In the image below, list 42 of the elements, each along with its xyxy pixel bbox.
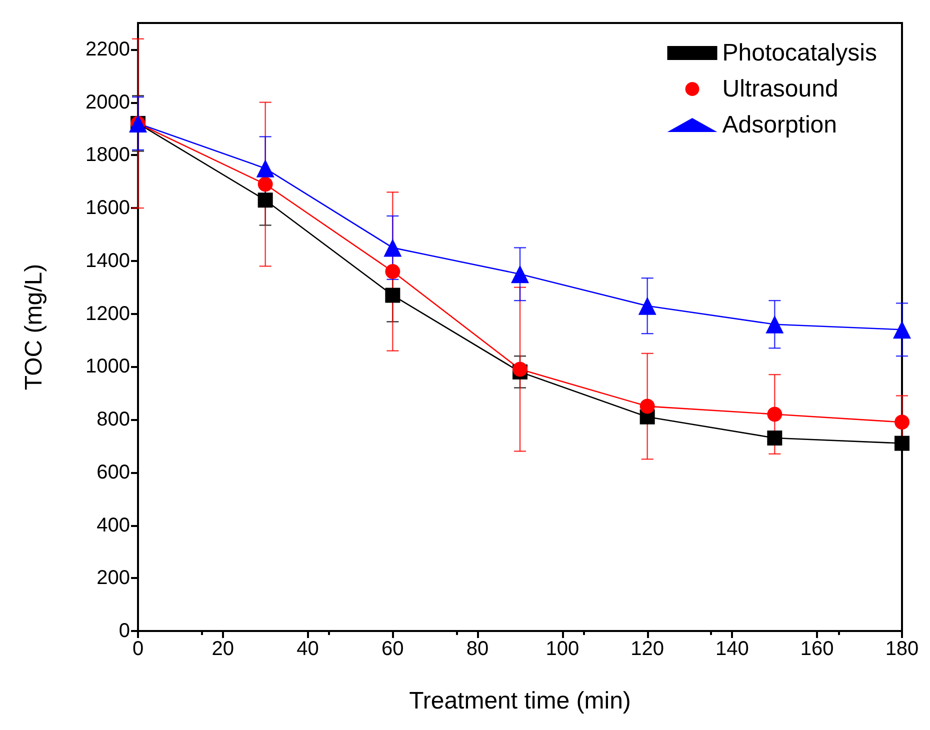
y-tick-label: 1200	[86, 302, 130, 325]
point	[258, 176, 273, 192]
x-tick-label: 120	[630, 638, 664, 660]
point	[511, 265, 529, 284]
y-tick-label: 200	[96, 567, 130, 590]
y-tick-label: 0	[118, 620, 130, 642]
y-tick-label: 1400	[86, 250, 130, 272]
y-tick-label: 2200	[86, 38, 130, 60]
legend-label: Adsorption	[722, 112, 838, 138]
point	[638, 296, 656, 315]
point	[767, 406, 782, 422]
y-tick-label: 1800	[86, 144, 130, 166]
point	[385, 288, 400, 303]
point	[894, 414, 910, 430]
x-tick-label: 40	[296, 638, 319, 660]
y-tick-label: 400	[96, 514, 130, 536]
y-axis-title: TOC (mg/L)	[20, 264, 48, 390]
point	[256, 159, 274, 178]
y-tick-label: 1000	[86, 356, 130, 378]
point	[385, 264, 400, 279]
x-tick-label: 80	[466, 638, 489, 660]
point	[640, 398, 655, 414]
x-tick-label: 100	[546, 638, 580, 660]
x-tick-label: 60	[382, 638, 404, 660]
point	[766, 315, 784, 334]
x-axis-title: Treatment time (min)	[409, 688, 631, 714]
point	[893, 320, 911, 339]
x-tick-label: 160	[800, 638, 834, 660]
x-tick-label: 20	[212, 638, 234, 660]
legend-label: Photocatalysis	[722, 40, 878, 66]
legend-label: Ultrasound	[722, 76, 838, 102]
y-tick-label: 800	[96, 408, 130, 431]
y-tick-label: 600	[96, 461, 130, 484]
point	[258, 192, 273, 208]
x-tick-label: 0	[132, 638, 144, 660]
point	[767, 430, 782, 446]
point	[384, 238, 402, 257]
y-tick-label: 1600	[86, 197, 130, 220]
x-tick-label: 180	[885, 638, 919, 660]
y-tick-label: 2000	[86, 91, 130, 114]
x-tick-label: 140	[716, 638, 749, 660]
point	[894, 436, 910, 451]
